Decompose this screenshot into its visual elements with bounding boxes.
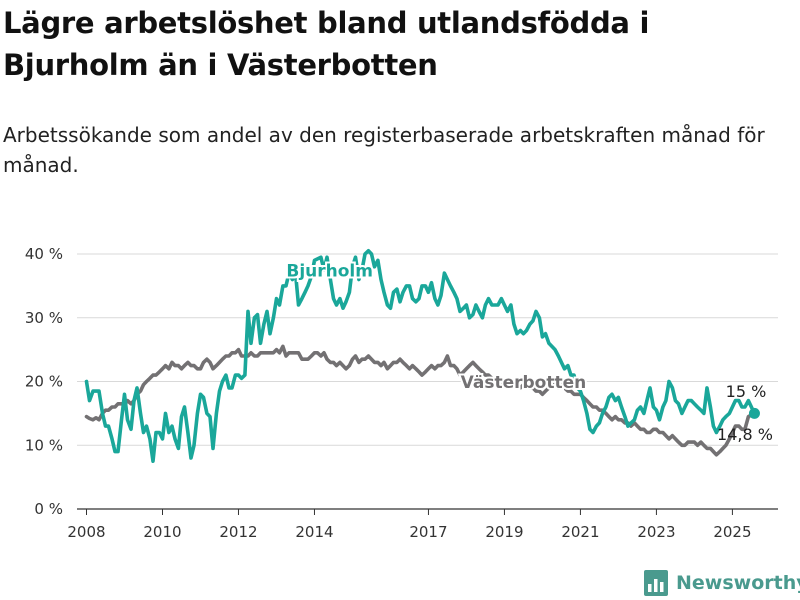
y-tick-label: 0 %	[34, 500, 63, 518]
newsworthy-brand: Newsworthy	[644, 568, 800, 598]
bjurholm-end-dot	[748, 407, 760, 419]
chart-title: Lägre arbetslöshet bland utlandsfödda i …	[3, 6, 650, 82]
x-tick-label: 2010	[143, 523, 181, 541]
x-tick-label: 2025	[713, 523, 751, 541]
series-label-bjurholm: Bjurholm	[286, 261, 373, 281]
x-tick-label: 2019	[485, 523, 523, 541]
x-tick-label: 2008	[67, 523, 105, 541]
x-tick-label: 2023	[637, 523, 675, 541]
y-tick-label: 20 %	[25, 373, 63, 391]
x-tick-label: 2014	[295, 523, 333, 541]
x-tick-label: 2017	[409, 523, 447, 541]
y-tick-label: 30 %	[25, 309, 63, 327]
x-tick-label: 2021	[561, 523, 599, 541]
x-tick-label: 2012	[219, 523, 257, 541]
end-label-vasterbotten: 14,8 %	[717, 425, 773, 444]
brand-name: Newsworthy	[676, 572, 800, 594]
newsworthy-logo-icon	[644, 570, 668, 596]
y-tick-label: 10 %	[25, 436, 63, 454]
chart-subtitle: Arbetssökande som andel av den registerb…	[3, 123, 765, 177]
y-tick-label: 40 %	[25, 245, 63, 263]
series-label-vasterbotten: Västerbotten	[461, 373, 587, 393]
vasterbotten-line	[84, 344, 757, 457]
bjurholm-line	[84, 249, 757, 463]
end-label-bjurholm: 15 %	[726, 382, 767, 401]
